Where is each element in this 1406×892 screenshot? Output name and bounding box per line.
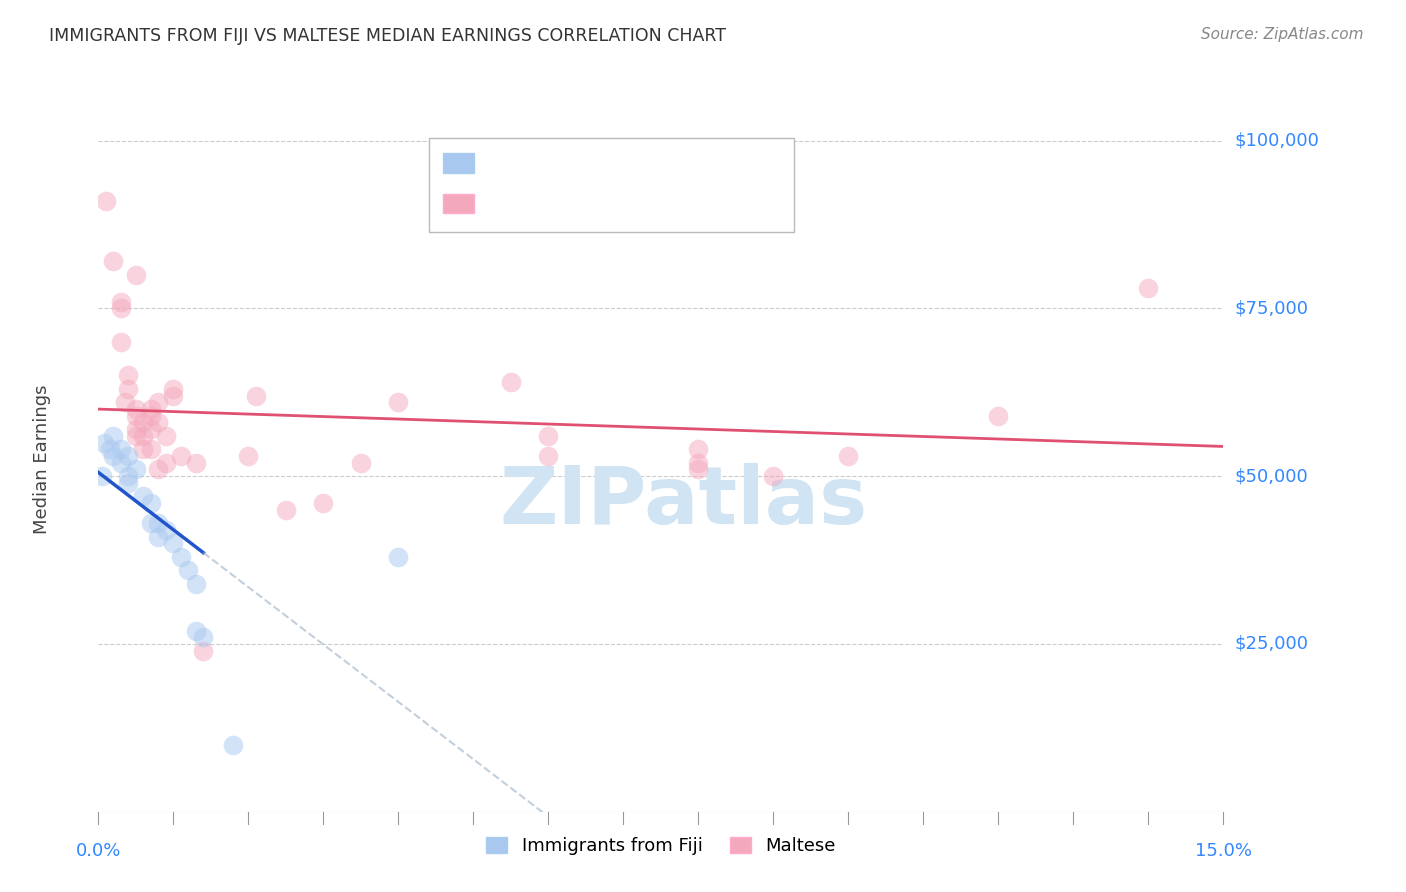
Point <box>1137 281 1160 295</box>
Point <box>148 530 170 544</box>
Point <box>125 268 148 282</box>
Point <box>537 429 560 443</box>
Text: R =: R = <box>485 154 529 172</box>
Point <box>222 738 245 752</box>
Point <box>114 395 136 409</box>
Point <box>274 502 297 516</box>
Point <box>170 549 193 564</box>
Text: 0.051: 0.051 <box>530 194 585 212</box>
Text: N =: N = <box>595 194 659 212</box>
Point <box>110 334 132 349</box>
Text: 46: 46 <box>637 194 658 212</box>
Point <box>688 456 710 470</box>
Point <box>125 462 148 476</box>
Point <box>98 442 121 457</box>
Point <box>170 449 193 463</box>
Point <box>312 496 335 510</box>
Point <box>155 429 177 443</box>
Point <box>177 563 200 577</box>
Point <box>184 456 207 470</box>
Point <box>162 536 184 550</box>
Text: Source: ZipAtlas.com: Source: ZipAtlas.com <box>1201 27 1364 42</box>
Point <box>93 435 115 450</box>
Point <box>139 402 162 417</box>
Point <box>132 442 155 457</box>
Point <box>837 449 859 463</box>
Point <box>688 462 710 476</box>
Point <box>193 643 215 657</box>
Text: N =: N = <box>595 154 659 172</box>
Point <box>117 475 139 490</box>
Point <box>155 456 177 470</box>
Point <box>162 382 184 396</box>
Point <box>139 409 162 423</box>
Point <box>91 469 114 483</box>
Point <box>537 449 560 463</box>
Point <box>110 301 132 316</box>
Point <box>103 429 125 443</box>
Text: $100,000: $100,000 <box>1234 132 1319 150</box>
Point <box>148 516 170 530</box>
Point <box>103 254 125 268</box>
Point <box>139 442 162 457</box>
Point <box>238 449 260 463</box>
Point <box>132 489 155 503</box>
Text: 15.0%: 15.0% <box>1195 842 1251 860</box>
Text: $75,000: $75,000 <box>1234 300 1309 318</box>
Text: Median Earnings: Median Earnings <box>34 384 51 534</box>
Text: 25: 25 <box>637 154 658 172</box>
Point <box>110 294 132 309</box>
Point <box>139 422 162 436</box>
Text: $50,000: $50,000 <box>1234 467 1308 485</box>
Point <box>387 395 409 409</box>
Point <box>193 630 215 644</box>
Point <box>125 422 148 436</box>
Point <box>94 194 117 208</box>
Point <box>103 449 125 463</box>
Text: ZIPatlas: ZIPatlas <box>499 463 868 541</box>
Text: $25,000: $25,000 <box>1234 635 1309 653</box>
Point <box>499 375 522 389</box>
Text: -0.680: -0.680 <box>523 154 588 172</box>
Text: IMMIGRANTS FROM FIJI VS MALTESE MEDIAN EARNINGS CORRELATION CHART: IMMIGRANTS FROM FIJI VS MALTESE MEDIAN E… <box>49 27 727 45</box>
Point <box>132 429 155 443</box>
Point <box>148 462 170 476</box>
Point <box>184 624 207 638</box>
Point <box>110 442 132 457</box>
Point <box>110 456 132 470</box>
Point <box>387 549 409 564</box>
Point <box>148 416 170 430</box>
Legend: Immigrants from Fiji, Maltese: Immigrants from Fiji, Maltese <box>478 830 844 863</box>
Point <box>139 496 162 510</box>
Point <box>125 402 148 417</box>
Point <box>688 442 710 457</box>
Point <box>762 469 785 483</box>
Point <box>132 416 155 430</box>
Point <box>987 409 1010 423</box>
Point <box>117 469 139 483</box>
Point <box>245 389 267 403</box>
Point <box>184 576 207 591</box>
Text: 0.0%: 0.0% <box>76 842 121 860</box>
Point <box>139 516 162 530</box>
Point <box>350 456 373 470</box>
Point <box>162 389 184 403</box>
Text: R =: R = <box>485 194 550 212</box>
Point <box>117 449 139 463</box>
Point <box>155 523 177 537</box>
Point <box>117 382 139 396</box>
Point <box>125 409 148 423</box>
Point <box>125 429 148 443</box>
Point <box>148 395 170 409</box>
Point <box>117 368 139 383</box>
